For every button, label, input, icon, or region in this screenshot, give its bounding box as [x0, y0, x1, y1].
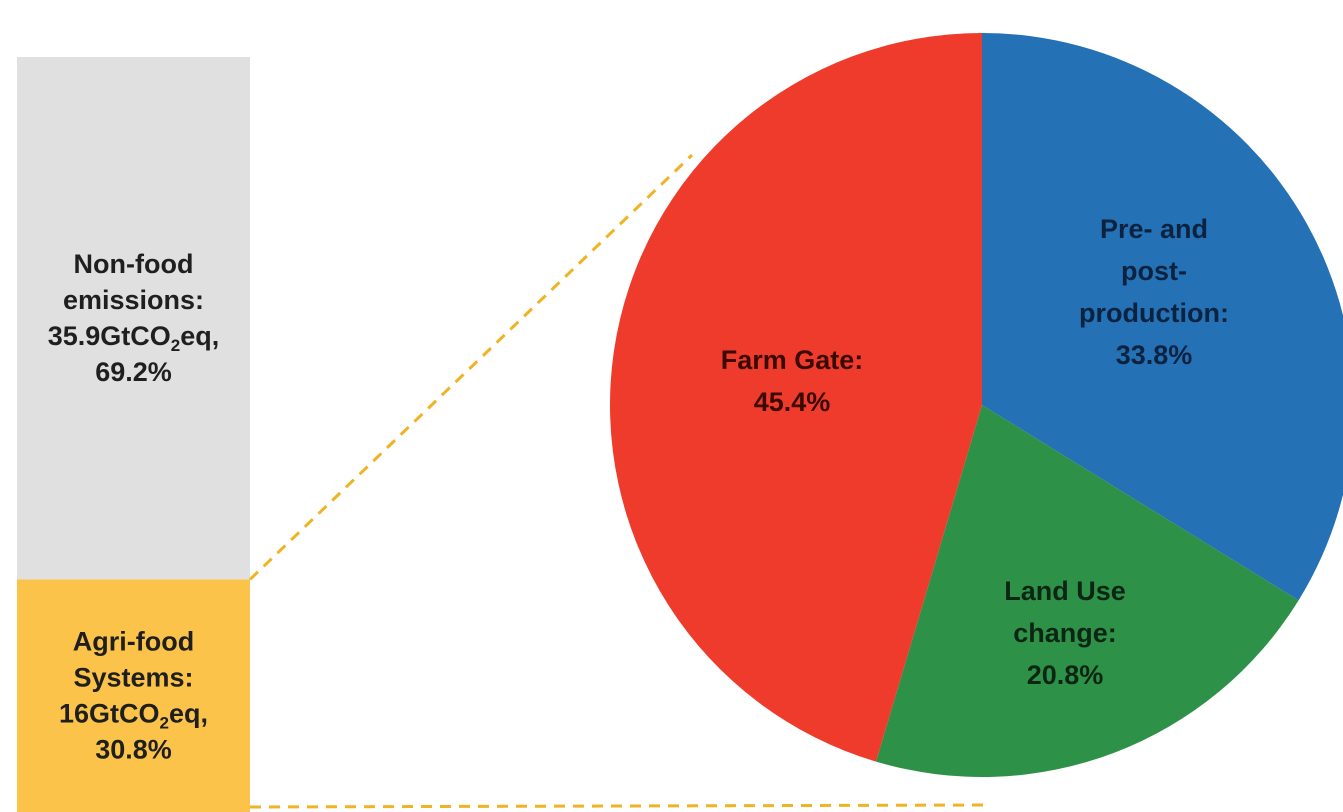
agri-food-value-text: 16GtCO: [59, 699, 160, 729]
agri-food-subscript: 2: [160, 714, 169, 733]
non-food-unit-text: eq,: [180, 321, 219, 351]
pie-label-pre-post-production-line-4: 33.8%: [1116, 340, 1193, 370]
pie-slice-pre-post-production: [982, 33, 1343, 601]
non-food-label-line-2: emissions:: [63, 285, 204, 315]
stacked-bar: [17, 57, 250, 812]
pie-label-land-use-change-line-2: change:: [1013, 618, 1117, 648]
connector-line-bottom: [249, 803, 991, 809]
bar-segment-agri-food: [17, 579, 250, 812]
bar-segment-non-food: [17, 57, 250, 580]
pie-label-pre-post-production-line-2: post-: [1121, 256, 1187, 286]
agri-food-label-percent: 30.8%: [95, 735, 172, 765]
non-food-value-text: 35.9GtCO: [48, 321, 171, 351]
connector-line-top: [248, 153, 694, 581]
pie: [610, 33, 1343, 777]
pie-label-farm-gate-line-1: Farm Gate:: [721, 345, 864, 375]
agri-food-label-line-1: Agri-food: [73, 627, 194, 657]
pie-slice-farm-gate: [610, 33, 982, 762]
pie-slice-land-use-change: [875, 405, 1299, 777]
non-food-label-value: 35.9GtCO2eq,: [48, 321, 220, 355]
non-food-label-percent: 69.2%: [95, 357, 172, 387]
pie-label-pre-post-production-line-1: Pre- and: [1100, 214, 1208, 244]
pie-label-land-use-change-line-3: 20.8%: [1027, 660, 1104, 690]
agri-food-label-value: 16GtCO2eq,: [59, 699, 208, 733]
pie-label-farm-gate-line-2: 45.4%: [754, 387, 831, 417]
pie-label-land-use-change-line-1: Land Use: [1004, 576, 1126, 606]
agri-food-label-line-2: Systems:: [73, 663, 193, 693]
pie-label-pre-post-production-line-3: production:: [1079, 298, 1229, 328]
non-food-label-line-1: Non-food: [74, 249, 194, 279]
connector-lines: [248, 153, 991, 809]
non-food-subscript: 2: [171, 336, 180, 355]
agri-food-unit-text: eq,: [169, 699, 208, 729]
chart-labels: Non-foodemissions:35.9GtCO2eq,69.2%Agri-…: [48, 214, 1229, 765]
